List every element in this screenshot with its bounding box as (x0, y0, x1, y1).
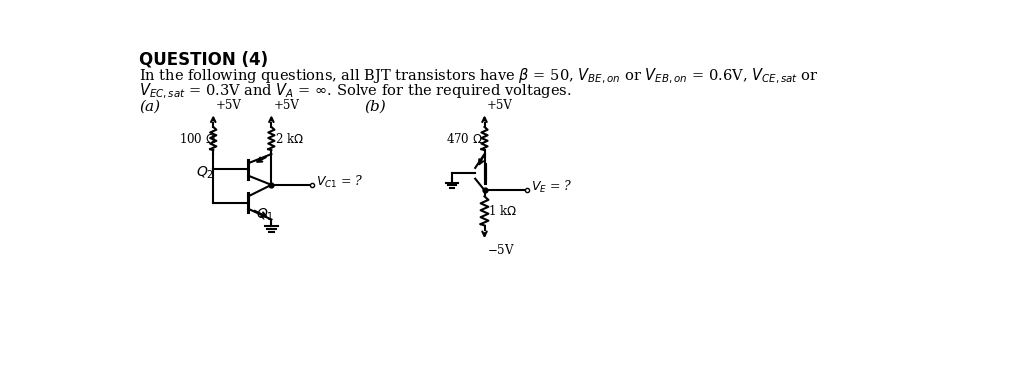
Text: $V_{EC,sat}$ = 0.3V and $V_A$ = $\infty$. Solve for the required voltages.: $V_{EC,sat}$ = 0.3V and $V_A$ = $\infty$… (139, 81, 571, 101)
Text: 470 $\Omega$: 470 $\Omega$ (445, 132, 482, 146)
Text: $Q_2$: $Q_2$ (197, 164, 214, 181)
Text: (b): (b) (365, 100, 386, 114)
Text: 100 $\Omega$: 100 $\Omega$ (179, 132, 216, 146)
Text: $V_{C1}$ = ?: $V_{C1}$ = ? (315, 174, 364, 190)
Text: $V_E$ = ?: $V_E$ = ? (531, 179, 572, 195)
Text: In the following questions, all BJT transistors have $\beta$ = 50, $V_{BE,on}$ o: In the following questions, all BJT tran… (139, 66, 818, 86)
Text: (a): (a) (139, 100, 160, 114)
Text: QUESTION (4): QUESTION (4) (139, 51, 268, 69)
Text: 1 k$\Omega$: 1 k$\Omega$ (488, 204, 517, 218)
Text: +5V: +5V (216, 99, 242, 112)
Text: +5V: +5V (273, 99, 300, 112)
Text: 2 k$\Omega$: 2 k$\Omega$ (275, 132, 304, 146)
Text: $-$5V: $-$5V (486, 243, 515, 257)
Text: +5V: +5V (486, 99, 513, 112)
Text: $Q_1$: $Q_1$ (256, 207, 274, 223)
